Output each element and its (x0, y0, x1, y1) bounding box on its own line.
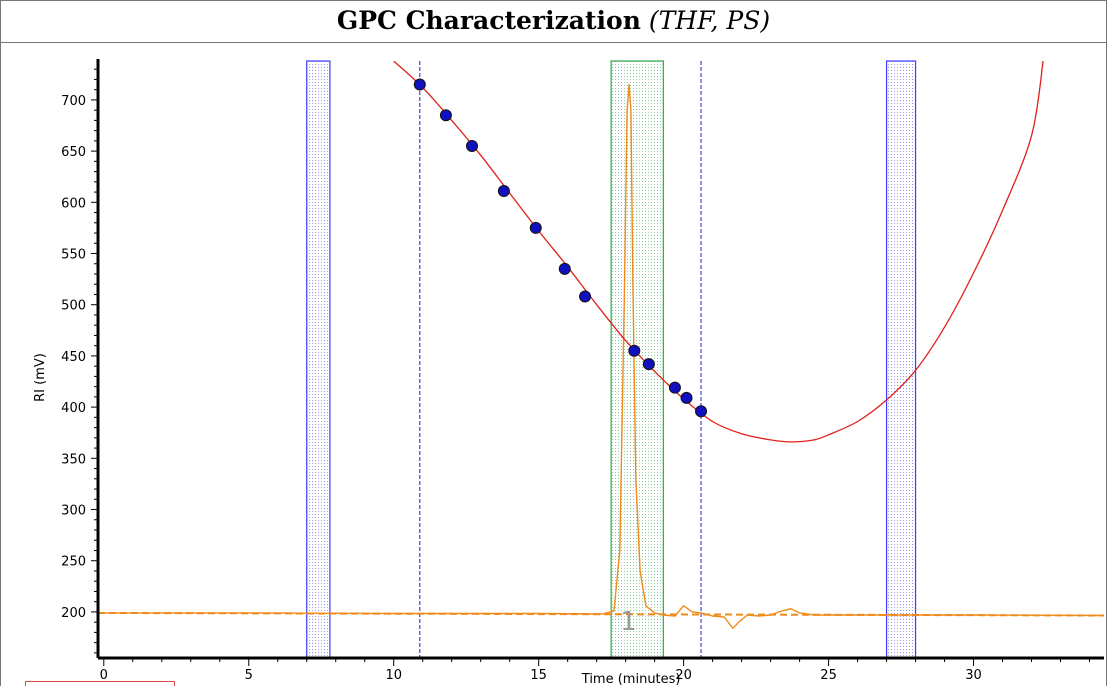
x-tick-label: 15 (530, 668, 547, 683)
points-layer (413, 78, 708, 418)
y-tick-label: 250 (61, 555, 86, 570)
integration-region (610, 60, 664, 659)
x-tick-label: 0 (100, 668, 108, 683)
calibration-point (695, 405, 708, 418)
chart-title: GPC Characterization (THF, PS) (0, 0, 1107, 43)
calibration-point (680, 391, 693, 404)
lines-layer (97, 61, 1105, 629)
y-axis-title: RI (mV) (33, 353, 48, 402)
exclusion-region-1 (306, 60, 331, 659)
x-tick-label: 30 (965, 668, 982, 683)
axes-layer: 0 5 10 15 20 25 30 200 250 300 350 400 450 500 550 600 6… (33, 59, 1104, 686)
y-tick-label: 300 (61, 504, 86, 519)
peak-label: 1 (620, 607, 637, 637)
calibration-point (465, 139, 478, 152)
calibration-point (668, 381, 681, 394)
calibration-point (497, 185, 510, 198)
gpc-chart: 0 5 10 15 20 25 30 200 250 300 350 400 450 500 550 600 6… (33, 59, 1105, 686)
calibration-point (642, 358, 655, 371)
calibration-point (579, 290, 592, 303)
calibration-point (529, 221, 542, 234)
legend-box (25, 681, 175, 686)
calibration-point (439, 109, 452, 122)
calibration-point (413, 78, 426, 91)
y-tick-label: 400 (61, 401, 86, 416)
regions-layer (306, 60, 917, 659)
chromatogram-line (98, 83, 1105, 629)
x-tick-label: 25 (820, 668, 837, 683)
x-tick-label: 5 (245, 668, 253, 683)
y-tick-label: 650 (61, 145, 86, 160)
chart-title-sub: (THF, PS) (648, 6, 771, 35)
calibration-point (628, 344, 641, 357)
y-tick-label: 450 (61, 350, 86, 365)
y-tick-label: 600 (61, 196, 86, 211)
y-tick-label: 350 (61, 452, 86, 467)
exclusion-region-2 (885, 60, 917, 659)
chart-title-main: GPC Characterization (336, 6, 641, 35)
calibration-point (558, 262, 571, 275)
x-tick-label: 10 (385, 668, 402, 683)
x-tick-label: 20 (675, 668, 692, 683)
y-tick-label: 500 (61, 299, 86, 314)
labels-layer: 1 (620, 607, 637, 637)
y-tick-label: 200 (61, 606, 86, 621)
y-tick-label: 550 (61, 248, 86, 263)
x-axis-title: Time (minutes) (581, 672, 681, 686)
y-tick-label: 700 (61, 94, 86, 109)
calibration-curve (393, 61, 1044, 443)
